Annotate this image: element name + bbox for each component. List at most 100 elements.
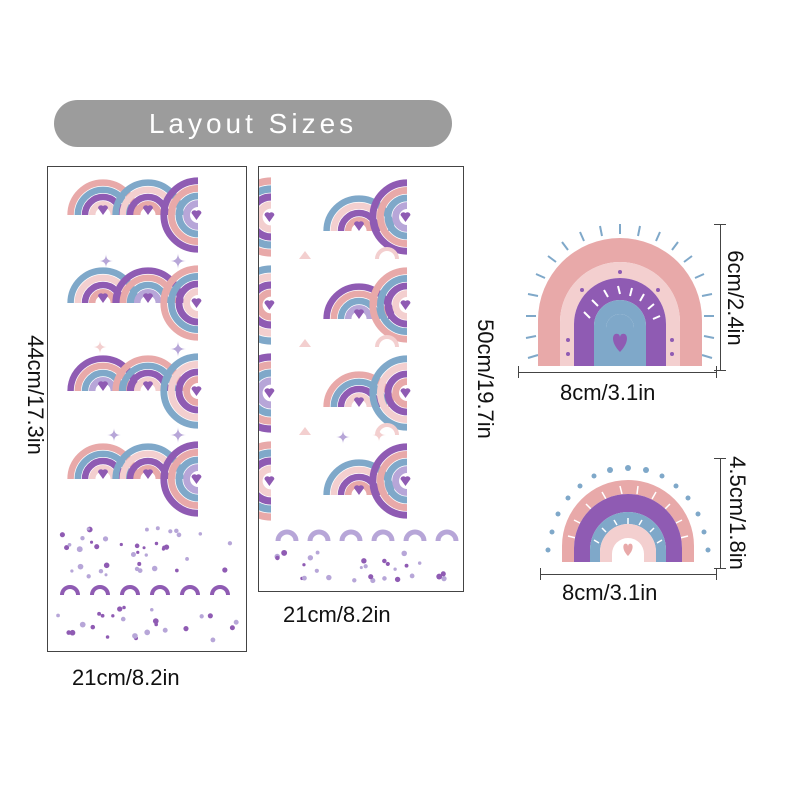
sparkle-star-icon (170, 253, 186, 269)
small-rainbow-icon (545, 465, 711, 562)
rainbow-decal-icon (369, 267, 411, 343)
large-height-tick-bottom (714, 370, 726, 371)
dot-icon (401, 550, 407, 557)
dot-icon (89, 540, 94, 544)
rainbow-decal-icon (160, 265, 202, 341)
dot-icon (314, 568, 319, 573)
dot-icon (368, 574, 374, 580)
dot-icon (227, 541, 233, 546)
dot-icon (105, 635, 110, 639)
dot-icon (168, 529, 173, 534)
cloud-arc-icon (120, 585, 140, 596)
sparkle-star-icon (336, 430, 350, 444)
dot-icon (94, 544, 100, 550)
small-rainbow-decal (540, 462, 715, 572)
dot-icon (382, 576, 387, 581)
cloud-arc-icon (375, 335, 399, 348)
dot-icon (103, 562, 110, 569)
dot-icon (385, 561, 390, 567)
heart-icon (143, 469, 153, 479)
sticker-sheet-left-artwork (56, 177, 239, 643)
dot-icon (440, 571, 446, 577)
cloud-arc-icon (339, 529, 363, 542)
sparkle-star-icon (107, 428, 121, 442)
dot-icon (233, 619, 239, 625)
heart-icon (143, 293, 153, 303)
dot-icon (163, 544, 170, 550)
dot-icon (97, 611, 102, 616)
heart-icon (143, 381, 153, 391)
sparkle-star-icon (93, 340, 107, 354)
large-rainbow-icon (525, 224, 715, 366)
rainbow-decal-icon (160, 353, 202, 429)
dot-icon (137, 568, 143, 573)
dot-icon (326, 574, 332, 581)
layout-sizes-title: Layout Sizes (148, 107, 358, 139)
dot-icon (370, 578, 376, 584)
heart-icon (264, 300, 275, 310)
large-height-tick-top (714, 224, 726, 225)
small-rainbow-height-label: 4.5cm/1.8in (725, 456, 750, 570)
small-width-tick-left (540, 568, 541, 580)
dot-icon (299, 251, 311, 259)
large-width-tick-right (716, 366, 717, 378)
layout-sizes-banner: Layout Sizes (54, 100, 452, 147)
dot-icon (64, 545, 70, 551)
cloud-arc-icon (150, 585, 170, 596)
cloud-arc-icon (180, 585, 200, 596)
heart-icon (98, 293, 108, 303)
dot-icon (56, 613, 60, 618)
rainbow-decal-icon (369, 443, 411, 519)
rainbow-decal-icon (259, 353, 275, 433)
dot-icon (307, 555, 314, 561)
heart-icon (354, 397, 364, 407)
dot-icon (359, 566, 363, 570)
dot-icon (404, 563, 409, 568)
heart-icon (400, 212, 411, 222)
large-width-line (518, 372, 716, 373)
dot-icon (394, 576, 401, 583)
dot-icon (130, 552, 136, 558)
dot-icon (79, 621, 86, 628)
dot-icon (161, 547, 166, 551)
heart-icon (264, 388, 275, 398)
small-rainbow-width-label: 8cm/3.1in (562, 580, 658, 605)
cloud-arc-icon (307, 529, 331, 542)
heart-icon (400, 300, 411, 310)
dot-icon (229, 625, 235, 631)
dot-icon (409, 573, 415, 579)
dot-icon (176, 532, 182, 538)
sheet-right-height-label: 50cm/19.7in (473, 319, 498, 439)
heart-icon (191, 210, 202, 220)
dot-icon (174, 528, 179, 534)
dot-icon (175, 568, 179, 573)
sparkle-star-icon (99, 254, 113, 268)
sparkle-star-icon (170, 427, 186, 443)
dot-icon (145, 527, 149, 532)
dot-icon (154, 541, 159, 546)
dot-icon (150, 607, 154, 612)
heart-icon (143, 205, 153, 215)
dot-icon (441, 575, 447, 582)
large-rainbow-width-label: 8cm/3.1in (560, 380, 656, 405)
dot-icon (152, 618, 159, 624)
dot-icon (281, 549, 288, 556)
dot-icon (119, 542, 123, 547)
sticker-sheet-right-artwork (259, 177, 459, 584)
cloud-arc-icon (375, 247, 399, 260)
dot-icon (352, 578, 357, 583)
sticker-sheet-right (258, 166, 464, 592)
dot-icon (142, 546, 146, 550)
dot-icon (90, 624, 96, 630)
dot-icon (120, 616, 126, 622)
heart-icon (400, 476, 411, 486)
sticker-sheet-left (47, 166, 247, 652)
small-width-line (540, 574, 716, 575)
dot-icon (183, 626, 189, 632)
dot-icon (111, 614, 115, 618)
sparkle-star-icon (170, 341, 186, 357)
dot-icon (98, 569, 104, 574)
dot-icon (144, 629, 151, 636)
dot-icon (134, 543, 140, 549)
heart-icon (354, 221, 364, 231)
